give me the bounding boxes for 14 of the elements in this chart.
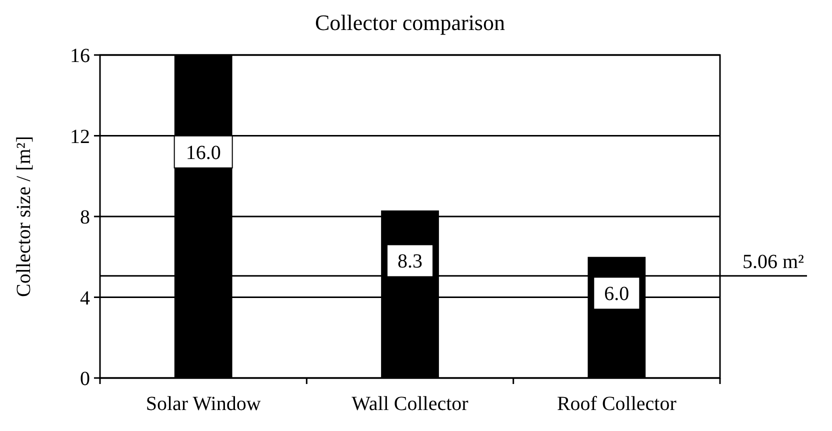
y-tick-label: 8: [80, 206, 90, 228]
y-tick-label: 4: [80, 287, 90, 310]
y-axis-title: Collector size / [m²]: [13, 136, 35, 297]
x-tick-label: Solar Window: [146, 393, 262, 415]
x-tick-label: Wall Collector: [352, 393, 469, 415]
data-label: 8.3: [398, 250, 422, 273]
ref-line-label: 5.06 m²: [742, 250, 804, 273]
y-tick-label: 12: [70, 126, 90, 148]
chart-title: Collector comparison: [314, 10, 506, 35]
y-tick-label: 0: [80, 368, 90, 390]
x-tick-label: Roof Collector: [556, 393, 677, 415]
y-tick-label: 16: [70, 45, 90, 67]
data-label: 6.0: [604, 283, 630, 306]
data-label: 16.0: [186, 142, 221, 164]
